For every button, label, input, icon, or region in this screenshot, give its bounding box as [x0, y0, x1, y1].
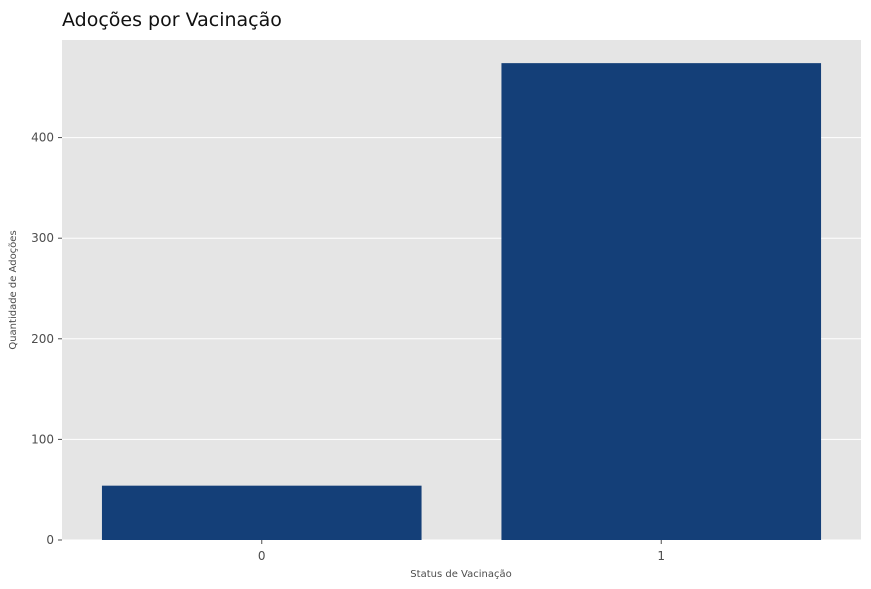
- y-tick-label-300: 300: [31, 231, 54, 245]
- bar-0: [101, 485, 422, 540]
- x-tick-label-1: 1: [657, 549, 665, 563]
- y-axis-label: Quantidade de Adoções: [8, 230, 19, 349]
- chart-title: Adoções por Vacinação: [62, 9, 282, 31]
- bar-1: [501, 63, 822, 541]
- x-axis-label: Status de Vacinação: [410, 569, 511, 580]
- y-tick-label-400: 400: [31, 131, 54, 145]
- y-tick-label-0: 0: [46, 533, 54, 547]
- x-tick-label-0: 0: [258, 549, 266, 563]
- y-tick-label-200: 200: [31, 332, 54, 346]
- bars: [101, 63, 822, 541]
- y-axis-ticks: 0 100 200 300 400: [31, 131, 62, 547]
- y-tick-label-100: 100: [31, 432, 54, 446]
